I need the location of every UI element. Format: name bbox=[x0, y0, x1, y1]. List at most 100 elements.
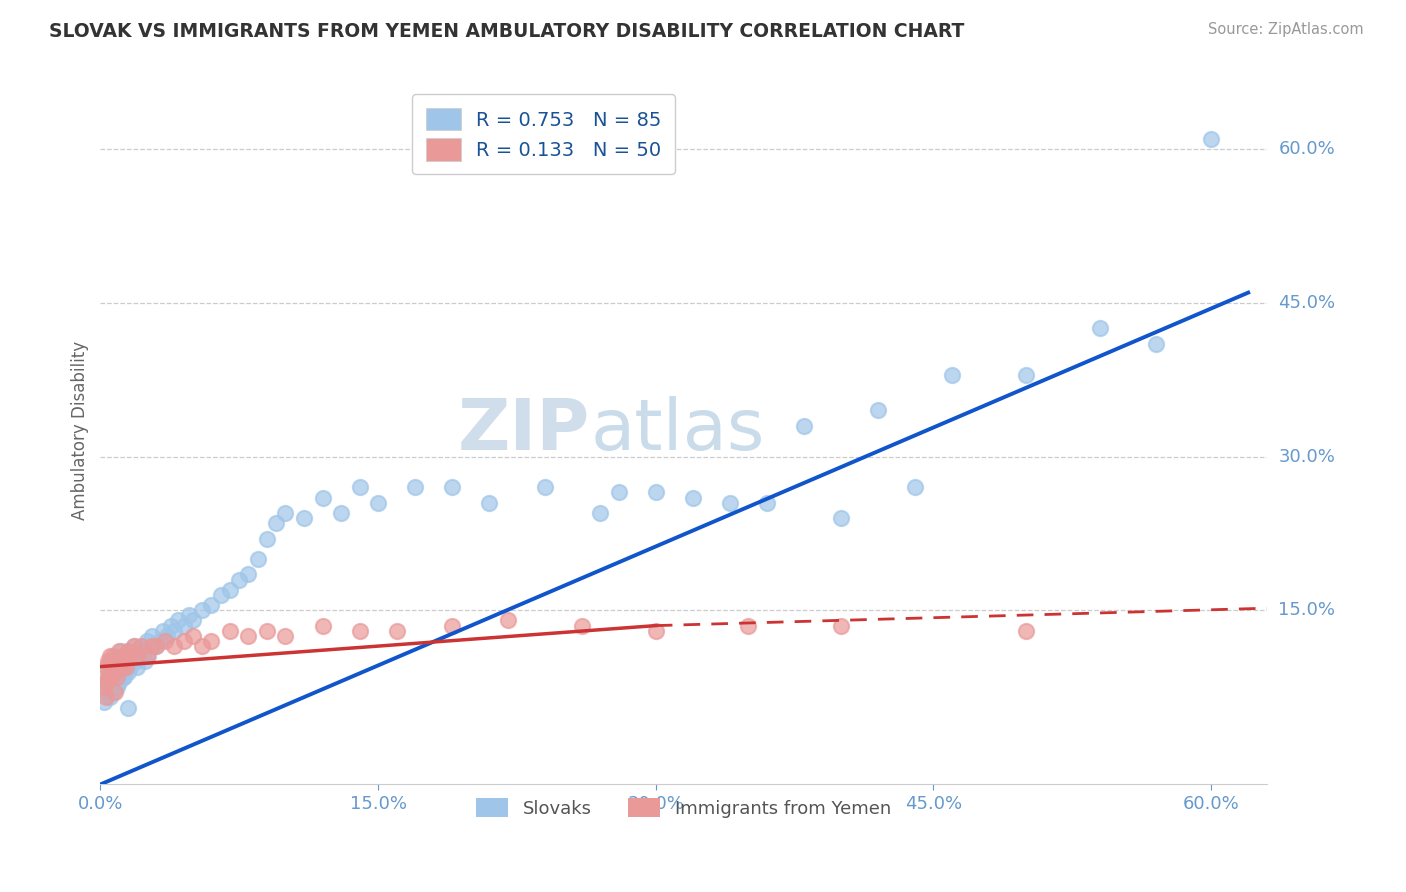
Point bbox=[830, 511, 852, 525]
Point bbox=[135, 634, 157, 648]
Point bbox=[108, 659, 131, 673]
Point bbox=[755, 496, 778, 510]
Point bbox=[264, 516, 287, 530]
Point bbox=[163, 639, 186, 653]
Point bbox=[94, 690, 117, 705]
Point bbox=[108, 675, 131, 690]
Point bbox=[145, 639, 167, 653]
Point bbox=[121, 649, 143, 664]
Point bbox=[100, 670, 122, 684]
Point bbox=[104, 670, 127, 684]
Point bbox=[105, 659, 128, 673]
Point bbox=[644, 624, 666, 638]
Point bbox=[153, 634, 176, 648]
Point bbox=[111, 659, 134, 673]
Text: 45.0%: 45.0% bbox=[1278, 293, 1336, 312]
Point bbox=[98, 675, 121, 690]
Point bbox=[128, 644, 150, 658]
Point bbox=[238, 629, 260, 643]
Text: SLOVAK VS IMMIGRANTS FROM YEMEN AMBULATORY DISABILITY CORRELATION CHART: SLOVAK VS IMMIGRANTS FROM YEMEN AMBULATO… bbox=[49, 22, 965, 41]
Point bbox=[238, 567, 260, 582]
Legend: Slovaks, Immigrants from Yemen: Slovaks, Immigrants from Yemen bbox=[468, 791, 898, 825]
Point bbox=[385, 624, 408, 638]
Point bbox=[349, 480, 371, 494]
Point bbox=[682, 491, 704, 505]
Point bbox=[93, 680, 115, 694]
Point bbox=[104, 665, 127, 679]
Point bbox=[135, 649, 157, 664]
Point bbox=[122, 639, 145, 653]
Point bbox=[112, 670, 135, 684]
Point bbox=[181, 614, 204, 628]
Point bbox=[718, 496, 741, 510]
Point bbox=[138, 649, 160, 664]
Point bbox=[141, 639, 163, 653]
Point bbox=[100, 659, 122, 673]
Point bbox=[793, 418, 815, 433]
Point bbox=[644, 485, 666, 500]
Point bbox=[100, 670, 122, 684]
Point bbox=[1015, 624, 1038, 638]
Point bbox=[181, 629, 204, 643]
Point bbox=[441, 480, 464, 494]
Point bbox=[367, 496, 389, 510]
Point bbox=[1144, 336, 1167, 351]
Point bbox=[129, 649, 152, 664]
Point bbox=[152, 624, 174, 638]
Point bbox=[94, 675, 117, 690]
Point bbox=[104, 655, 127, 669]
Point bbox=[607, 485, 630, 500]
Point bbox=[139, 639, 162, 653]
Point bbox=[103, 659, 125, 673]
Point bbox=[219, 624, 242, 638]
Point bbox=[115, 659, 138, 673]
Point bbox=[127, 649, 149, 664]
Point bbox=[141, 629, 163, 643]
Point bbox=[110, 655, 132, 669]
Point bbox=[105, 680, 128, 694]
Text: Source: ZipAtlas.com: Source: ZipAtlas.com bbox=[1208, 22, 1364, 37]
Point bbox=[103, 649, 125, 664]
Point bbox=[124, 655, 146, 669]
Point bbox=[117, 665, 139, 679]
Point bbox=[98, 665, 121, 679]
Point bbox=[1199, 132, 1222, 146]
Point bbox=[97, 665, 120, 679]
Point bbox=[941, 368, 963, 382]
Point bbox=[132, 639, 155, 653]
Point bbox=[94, 659, 117, 673]
Point bbox=[115, 655, 138, 669]
Point bbox=[478, 496, 501, 510]
Point bbox=[589, 506, 612, 520]
Point bbox=[118, 659, 141, 673]
Point bbox=[866, 403, 889, 417]
Point bbox=[117, 644, 139, 658]
Point bbox=[311, 491, 333, 505]
Point bbox=[330, 506, 353, 520]
Point bbox=[571, 618, 593, 632]
Point bbox=[209, 588, 232, 602]
Point bbox=[104, 685, 127, 699]
Point bbox=[93, 696, 115, 710]
Point bbox=[219, 582, 242, 597]
Point bbox=[349, 624, 371, 638]
Point bbox=[98, 690, 121, 705]
Text: 60.0%: 60.0% bbox=[1278, 140, 1336, 158]
Point bbox=[163, 624, 186, 638]
Point bbox=[145, 639, 167, 653]
Point bbox=[256, 624, 278, 638]
Point bbox=[97, 680, 120, 694]
Point bbox=[274, 506, 297, 520]
Point bbox=[830, 618, 852, 632]
Point bbox=[110, 644, 132, 658]
Point bbox=[246, 552, 269, 566]
Point bbox=[110, 665, 132, 679]
Point bbox=[200, 634, 222, 648]
Point bbox=[149, 634, 172, 648]
Point bbox=[97, 670, 120, 684]
Point bbox=[156, 629, 179, 643]
Point bbox=[256, 532, 278, 546]
Point bbox=[200, 598, 222, 612]
Point bbox=[441, 618, 464, 632]
Point bbox=[173, 618, 195, 632]
